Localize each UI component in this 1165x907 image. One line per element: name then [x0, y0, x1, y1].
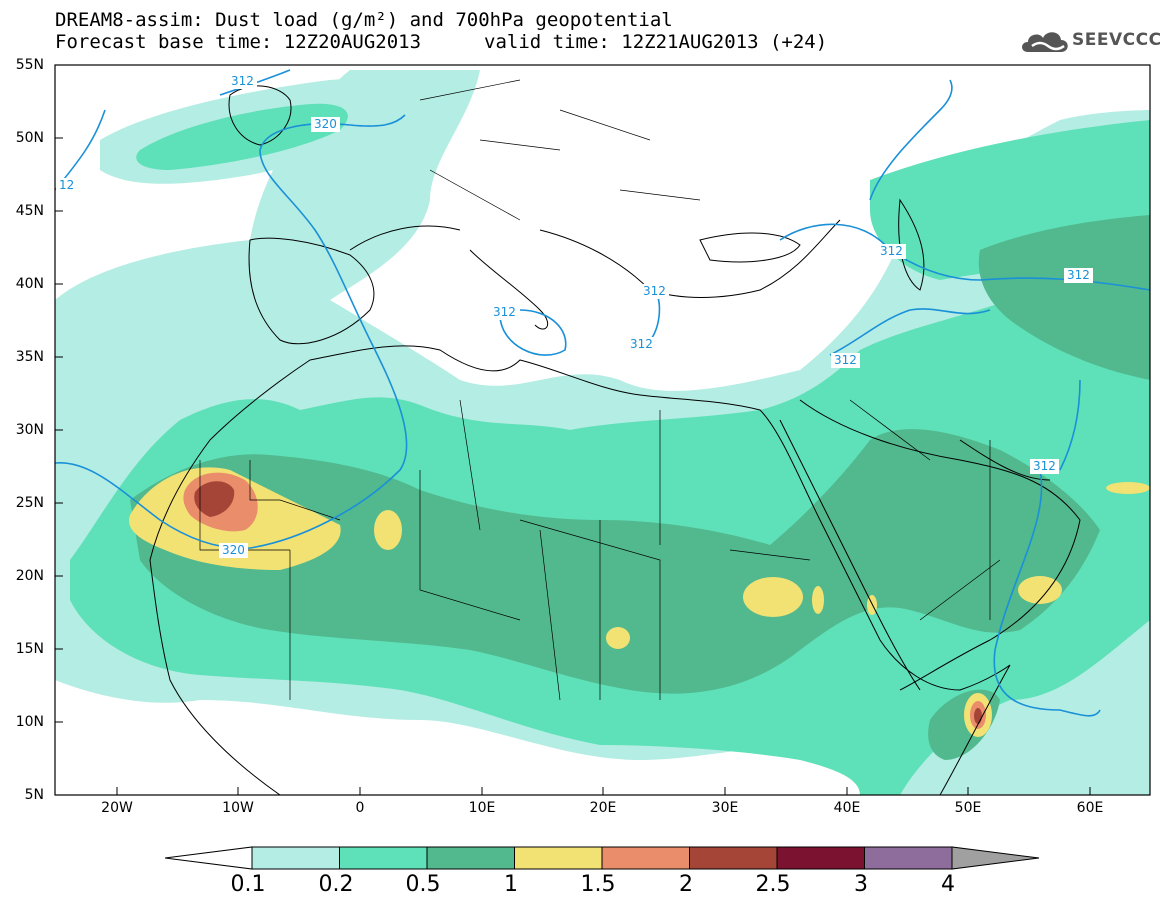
europe-coast [349, 219, 841, 298]
iberia [248, 237, 375, 345]
contour-312-iran [1059, 379, 1081, 471]
colorbar-label: 1 [504, 872, 518, 897]
lat-label: 25N [15, 495, 44, 511]
logo-text: SEEVCCC [1072, 30, 1162, 50]
colorbar-box [776, 846, 865, 870]
contour-312-anatolia [829, 308, 991, 356]
lon-label: 0 [355, 800, 365, 816]
dust-band-1-spot [606, 627, 630, 649]
colorbar-boxes [251, 846, 953, 870]
lat-label: 10N [15, 714, 44, 730]
colorbar-box [689, 846, 778, 870]
lat-label: 50N [15, 130, 44, 146]
contour-label: 312 [877, 244, 906, 259]
forecast-base-time: Forecast base time: 12Z20AUG2013 [55, 31, 422, 53]
lat-label: 35N [15, 349, 44, 365]
africa-west-coast [149, 559, 281, 795]
contour-312-uk [219, 69, 291, 96]
italy [469, 249, 549, 330]
lat-label: 40N [15, 276, 44, 292]
contour-312-caspian [869, 79, 953, 201]
persian-gulf [959, 439, 1051, 481]
contour-label: 312 [1030, 459, 1059, 474]
africa-coast [149, 345, 1011, 795]
map-title: DREAM8-assim: Dust load (g/m²) and 700hP… [55, 9, 673, 31]
borders [199, 79, 1001, 701]
lon-label: 30E [711, 800, 739, 816]
colorbar-label: 1.5 [580, 872, 616, 897]
black-sea [699, 232, 801, 263]
dust-band-1-spot [1106, 482, 1150, 494]
lat-label: 45N [15, 203, 44, 219]
coastlines [149, 85, 1081, 795]
contour-312-med [499, 309, 567, 356]
colorbar-upper-arrow [951, 846, 1040, 870]
contour-label: 312 [1064, 268, 1093, 283]
colorbar-label: 2 [679, 872, 693, 897]
contour-312-west [55, 114, 408, 550]
colorbar-box [426, 846, 515, 870]
lat-label: 15N [15, 641, 44, 657]
lat-label: 55N [15, 57, 44, 73]
uk [228, 85, 292, 146]
axis-ticks [55, 137, 1091, 795]
contour-label: 312 [627, 337, 656, 352]
dust-band-0.2-uk [136, 103, 348, 170]
arabia [799, 399, 1081, 691]
colorbar-box [864, 846, 953, 870]
contour-312-gulf [993, 469, 1101, 717]
colorbar-label: 0.2 [318, 872, 354, 897]
colorbar [165, 846, 1040, 870]
dust-band-2-horn [974, 708, 982, 724]
lon-label: 10E [468, 800, 496, 816]
colorbar-label: 3 [854, 872, 868, 897]
dust-band-1-spot [743, 577, 803, 617]
lon-label: 20E [589, 800, 617, 816]
colorbar-box [601, 846, 690, 870]
colorbar-box [514, 846, 603, 870]
lon-label: 10W [222, 800, 254, 816]
lat-label: 20N [15, 568, 44, 584]
contour-label: 320 [219, 543, 248, 558]
dust-band-1-spot [1018, 576, 1062, 604]
colorbar-label: 0.5 [405, 872, 441, 897]
colorbar-label: 4 [941, 872, 955, 897]
caspian [898, 198, 925, 291]
dust-band-0.5-east [978, 215, 1150, 380]
dust-band-2 [194, 481, 235, 517]
red-sea [779, 419, 921, 691]
cloud-icon [1022, 32, 1068, 52]
colorbar-label: 2.5 [755, 872, 791, 897]
colorbar-box [251, 846, 340, 870]
geopotential-contours [55, 69, 1150, 717]
dust-band-1-spot [374, 510, 402, 550]
colorbar-box [339, 846, 428, 870]
contour-label: 12 [56, 178, 78, 193]
lat-label: 5N [24, 787, 44, 803]
contour-label: 312 [640, 284, 669, 299]
contour-label: 320 [311, 117, 340, 132]
contour-label: 312 [228, 74, 257, 89]
lon-label: 50E [954, 800, 982, 816]
lat-label: 30N [15, 422, 44, 438]
dust-shading [55, 70, 1150, 795]
contour-label: 312 [831, 353, 860, 368]
colorbar-label: 0.1 [230, 872, 266, 897]
dust-band-0.5 [130, 429, 1100, 694]
lon-label: 60E [1076, 800, 1104, 816]
colorbar-lower-arrow [165, 846, 253, 870]
contour-label: 312 [490, 305, 519, 320]
lon-label: 40E [833, 800, 861, 816]
lon-label: 20W [101, 800, 133, 816]
dust-band-1-spot [812, 586, 824, 614]
valid-time: valid time: 12Z21AUG2013 (+24) [484, 31, 828, 53]
